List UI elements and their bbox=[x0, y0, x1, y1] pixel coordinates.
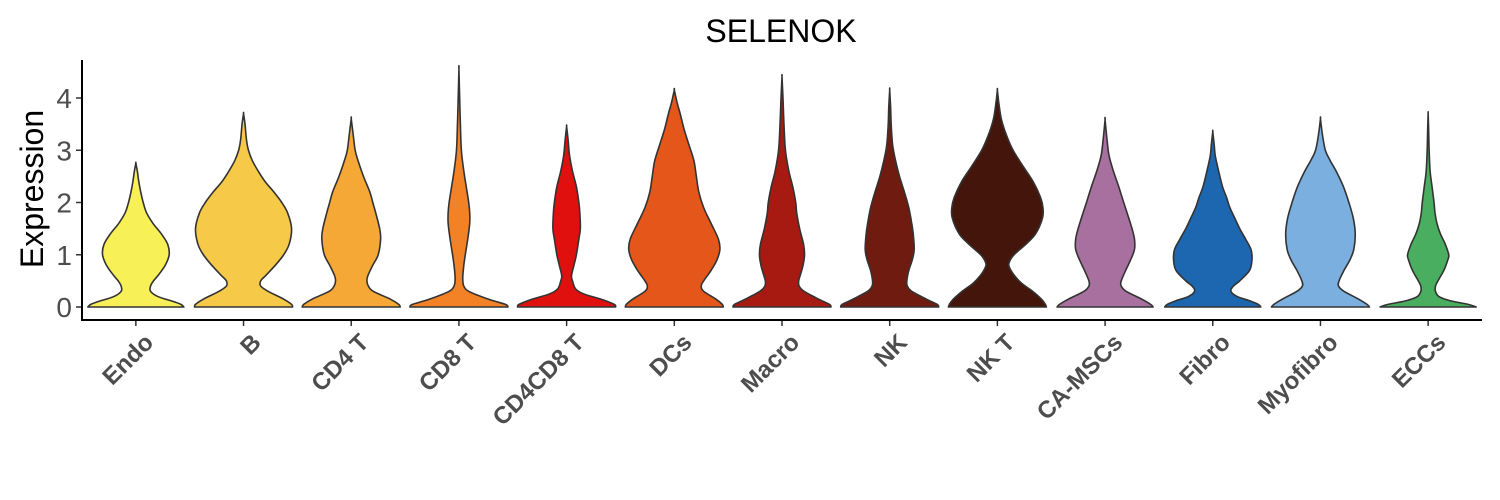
x-tick-label: Fibro bbox=[1174, 329, 1236, 391]
violin-fibro bbox=[1163, 129, 1262, 308]
violin-eccs bbox=[1379, 110, 1477, 308]
violin-b bbox=[193, 111, 294, 308]
violin-myofibro bbox=[1270, 116, 1371, 308]
y-tick-label: 1 bbox=[56, 240, 72, 271]
x-tick-label: Myofibro bbox=[1253, 329, 1344, 420]
violin-cd4cd8-t bbox=[516, 124, 617, 308]
y-tick-label: 4 bbox=[56, 83, 72, 114]
violin-endo bbox=[87, 161, 185, 308]
x-tick-label: CD4CD8 T bbox=[488, 329, 590, 431]
x-tick-label: ECCs bbox=[1387, 329, 1451, 393]
x-axis-ticks: Endo B CD4 T CD8 T CD4CD8 T DCs Macro NK NK T CA-… bbox=[97, 320, 1451, 431]
y-axis-label: Expression bbox=[14, 110, 50, 268]
y-axis-ticks: 0 1 2 3 4 bbox=[56, 83, 82, 323]
x-tick-label: Endo bbox=[97, 329, 159, 391]
x-tick-label: DCs bbox=[644, 329, 697, 382]
y-tick-label: 2 bbox=[56, 188, 72, 219]
chart-title: SELENOK bbox=[705, 13, 856, 49]
x-tick-label: CA-MSCs bbox=[1032, 329, 1128, 425]
y-tick-label: 0 bbox=[56, 292, 72, 323]
violin-macro bbox=[732, 73, 832, 308]
x-tick-label: NK T bbox=[962, 329, 1021, 388]
violin-nk bbox=[839, 87, 940, 308]
x-tick-label: Macro bbox=[736, 329, 805, 398]
x-tick-label: NK bbox=[869, 329, 913, 373]
y-tick-label: 3 bbox=[56, 135, 72, 166]
violin-series-group bbox=[87, 64, 1477, 308]
violin-nk-t bbox=[947, 87, 1048, 308]
violin-cd8-t bbox=[409, 64, 509, 308]
x-tick-label: CD8 T bbox=[414, 329, 482, 397]
x-tick-label: CD4 T bbox=[306, 329, 374, 397]
violin-ca-mscs bbox=[1056, 116, 1154, 308]
x-tick-label: B bbox=[235, 329, 266, 360]
violin-dcs bbox=[624, 87, 725, 308]
violin-cd4-t bbox=[301, 116, 402, 308]
